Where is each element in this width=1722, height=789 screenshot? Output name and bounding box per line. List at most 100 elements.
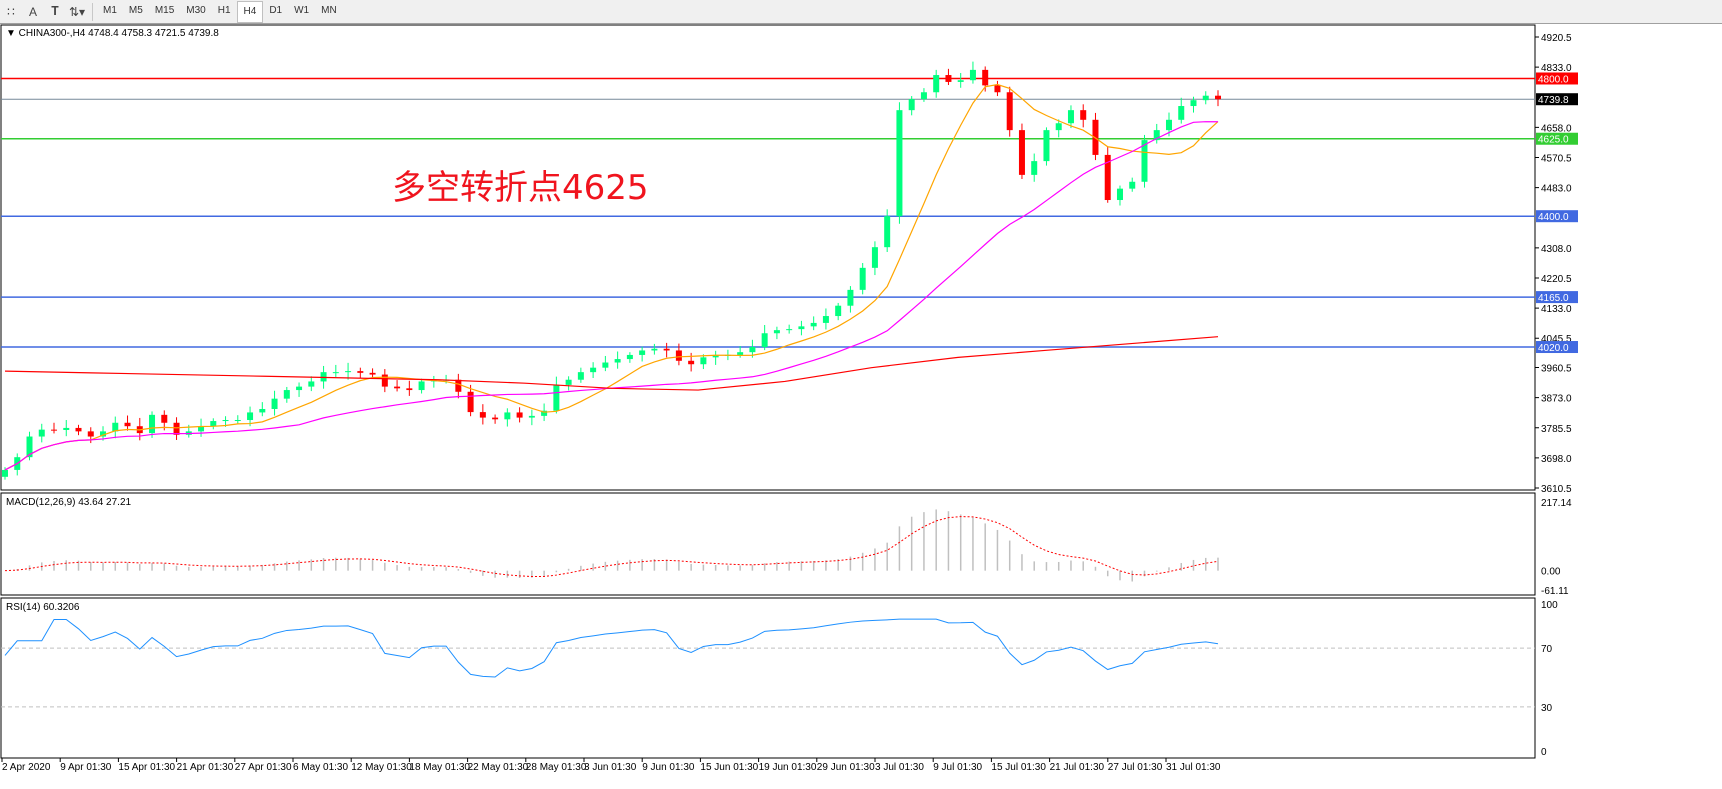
time-tick-label: 15 Jul 01:30: [991, 762, 1046, 773]
candle-bull: [639, 350, 646, 355]
time-tick-label: 27 Apr 01:30: [235, 762, 292, 773]
toolbar-separator: [92, 2, 93, 21]
ma-slow-line: [4, 336, 1219, 391]
price-tick-label: 4133.0: [1541, 304, 1572, 315]
candle-bull: [1031, 161, 1038, 175]
arrows-icon[interactable]: ⇅▾: [68, 4, 86, 19]
candle-bull: [38, 429, 45, 437]
candle-bull: [541, 410, 548, 416]
candle-bull: [773, 330, 780, 334]
candle-bear: [124, 422, 131, 427]
ma-fast-line: [4, 83, 1219, 471]
price-tick-label: 4570.5: [1541, 153, 1572, 164]
candle-bull: [1202, 95, 1209, 101]
candle-bull: [602, 362, 609, 368]
timeframe-m1-button[interactable]: M1: [103, 5, 117, 16]
candle-bull: [565, 379, 572, 385]
timeframe-d1-button[interactable]: D1: [269, 5, 283, 16]
price-tick-label: 4920.5: [1541, 33, 1572, 44]
price-label: 4020.0: [1538, 343, 1569, 354]
candle-bear: [394, 386, 401, 389]
candle-bear: [982, 69, 989, 86]
chart-canvas[interactable]: ▼ CHINA300-,H4 4748.4 4758.3 4721.5 4739…: [0, 24, 1722, 789]
price-label-box: [1536, 210, 1578, 223]
timeframe-mn-button[interactable]: MN: [321, 5, 337, 16]
candle-bull: [1129, 181, 1136, 189]
time-tick-label: 19 Jun 01:30: [759, 762, 817, 773]
macd-label: MACD(12,26,9) 43.64 27.21: [6, 497, 132, 508]
fibonacci-fan-icon[interactable]: ∷: [7, 4, 15, 19]
price-label: 4739.8: [1538, 95, 1569, 106]
candle-bear: [161, 414, 168, 423]
time-tick-label: 6 May 01:30: [293, 762, 348, 773]
candle-bull: [1190, 100, 1197, 107]
candle-bull: [712, 354, 719, 358]
candle-bull: [149, 414, 156, 434]
candle-bull: [590, 367, 597, 373]
time-tick-label: 3 Jun 01:30: [584, 762, 637, 773]
candle-bear: [455, 379, 462, 392]
candle-bull: [296, 386, 303, 391]
candle-bull: [308, 381, 315, 387]
time-tick-label: 22 May 01:30: [468, 762, 529, 773]
price-tick-label: 3960.5: [1541, 364, 1572, 375]
chart-header: ▼ CHINA300-,H4 4748.4 4758.3 4721.5 4739…: [6, 28, 219, 39]
candle-bull: [810, 322, 817, 327]
price-tick-label: 4045.5: [1541, 334, 1572, 345]
timeframe-m5-button[interactable]: M5: [128, 5, 143, 16]
candle-bear: [381, 374, 388, 387]
timeframe-m30-button[interactable]: M30: [186, 5, 206, 16]
candle-bull: [737, 352, 744, 355]
price-label: 4165.0: [1538, 293, 1569, 304]
timeframe-h4-button[interactable]: H4: [236, 0, 264, 23]
timeframe-m15-button[interactable]: M15: [154, 5, 175, 16]
price-label: 4400.0: [1538, 212, 1569, 223]
candle-bear: [516, 412, 523, 418]
toolbar: ∷ A 𝐓 ⇅▾ M1 M5 M15 M30 H1 H4 D1 W1 MN: [0, 0, 1722, 24]
price-tick-label: 4308.0: [1541, 244, 1572, 255]
price-label: 4625.0: [1538, 135, 1569, 146]
candle-bull: [859, 267, 866, 290]
timeframe-h1-button[interactable]: H1: [217, 5, 231, 16]
candle-bear: [675, 350, 682, 361]
main-pane: [0, 24, 1536, 491]
candle-bull: [1178, 106, 1185, 120]
candle-bull: [908, 99, 915, 111]
candle-bear: [492, 417, 499, 420]
price-tick-label: 4483.0: [1541, 184, 1572, 195]
candle-bull: [2, 469, 8, 477]
price-tick-label: 3785.5: [1541, 424, 1572, 435]
macd-pane: [0, 492, 1536, 596]
candle-bull: [822, 316, 829, 323]
timeframe-w1-button[interactable]: W1: [294, 5, 310, 16]
candle-bear: [1080, 110, 1087, 120]
candle-bear: [369, 372, 376, 375]
rsi-tick-label: 0: [1541, 747, 1547, 758]
rsi-tick-label: 100: [1541, 600, 1558, 611]
candle-bull: [798, 326, 805, 330]
time-tick-label: 15 Apr 01:30: [118, 762, 175, 773]
rsi-tick-label: 30: [1541, 703, 1553, 714]
candle-bull: [786, 329, 793, 331]
price-tick-label: 4833.0: [1541, 63, 1572, 74]
text-label-icon[interactable]: 𝐓: [51, 4, 59, 18]
candle-bull: [283, 390, 290, 399]
macd-tick-label: 217.14: [1541, 498, 1572, 509]
candle-bull: [504, 412, 511, 420]
candle-bull: [933, 75, 940, 93]
candle-bull: [100, 431, 107, 437]
candle-bull: [700, 357, 707, 365]
candle-bull: [1116, 188, 1123, 201]
candle-bear: [688, 360, 695, 365]
rsi-line: [4, 618, 1219, 678]
time-tick-label: 12 May 01:30: [351, 762, 412, 773]
candle-bear: [1006, 92, 1013, 131]
candle-bull: [1055, 123, 1062, 131]
price-tick-label: 4658.0: [1541, 123, 1572, 134]
time-tick-label: 2 Apr 2020: [2, 762, 51, 773]
price-label-box: [1536, 291, 1578, 304]
text-icon[interactable]: A: [28, 4, 37, 19]
price-label-box: [1536, 72, 1578, 85]
candle-bull: [626, 354, 633, 360]
time-tick-label: 18 May 01:30: [409, 762, 470, 773]
